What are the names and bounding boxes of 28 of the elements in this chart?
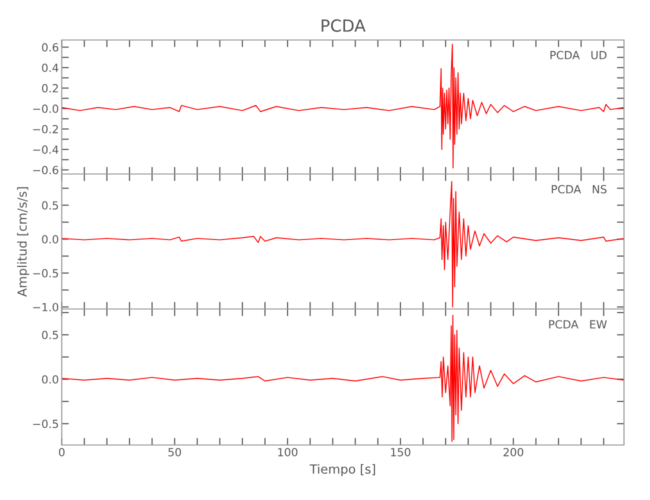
y-tick-label: −0.2	[33, 124, 58, 134]
y-axis-title: Amplitud [cm/s/s]	[17, 187, 30, 297]
y-tick-label: −0.5	[33, 269, 58, 278]
x-tick-label: 200	[504, 448, 524, 456]
line-series	[62, 314, 624, 442]
x-tick-label: 50	[168, 448, 181, 456]
x-tick-label: 100	[278, 448, 298, 456]
x-tick-label: 150	[391, 448, 410, 456]
annotation: PCDA EW	[549, 320, 607, 329]
y-tick-label: −0.0	[33, 104, 58, 113]
y-tick-label: 0.0	[42, 235, 58, 244]
y-tick-label: −1.0	[33, 302, 58, 312]
chart-title: PCDA	[322, 19, 366, 32]
y-tick-label: −0.4	[33, 145, 58, 154]
y-tick-label: 0.0	[42, 375, 58, 384]
annotation: PCDA UD	[550, 50, 606, 60]
y-tick-label: 0.5	[42, 330, 58, 340]
y-tick-label: 0.4	[42, 64, 58, 72]
y-tick-label: 0.2	[42, 84, 58, 92]
y-tick-label: −0.6	[33, 166, 58, 174]
x-tick-label: 0	[58, 448, 65, 456]
y-tick-label: 0.6	[42, 43, 58, 52]
y-tick-label: 0.5	[42, 201, 58, 210]
x-axis-title: Tiempo [s]	[310, 464, 376, 476]
line-series	[62, 180, 624, 308]
line-series	[62, 44, 624, 168]
y-tick-label: −0.5	[33, 420, 58, 428]
annotation: PCDA NS	[552, 185, 607, 194]
